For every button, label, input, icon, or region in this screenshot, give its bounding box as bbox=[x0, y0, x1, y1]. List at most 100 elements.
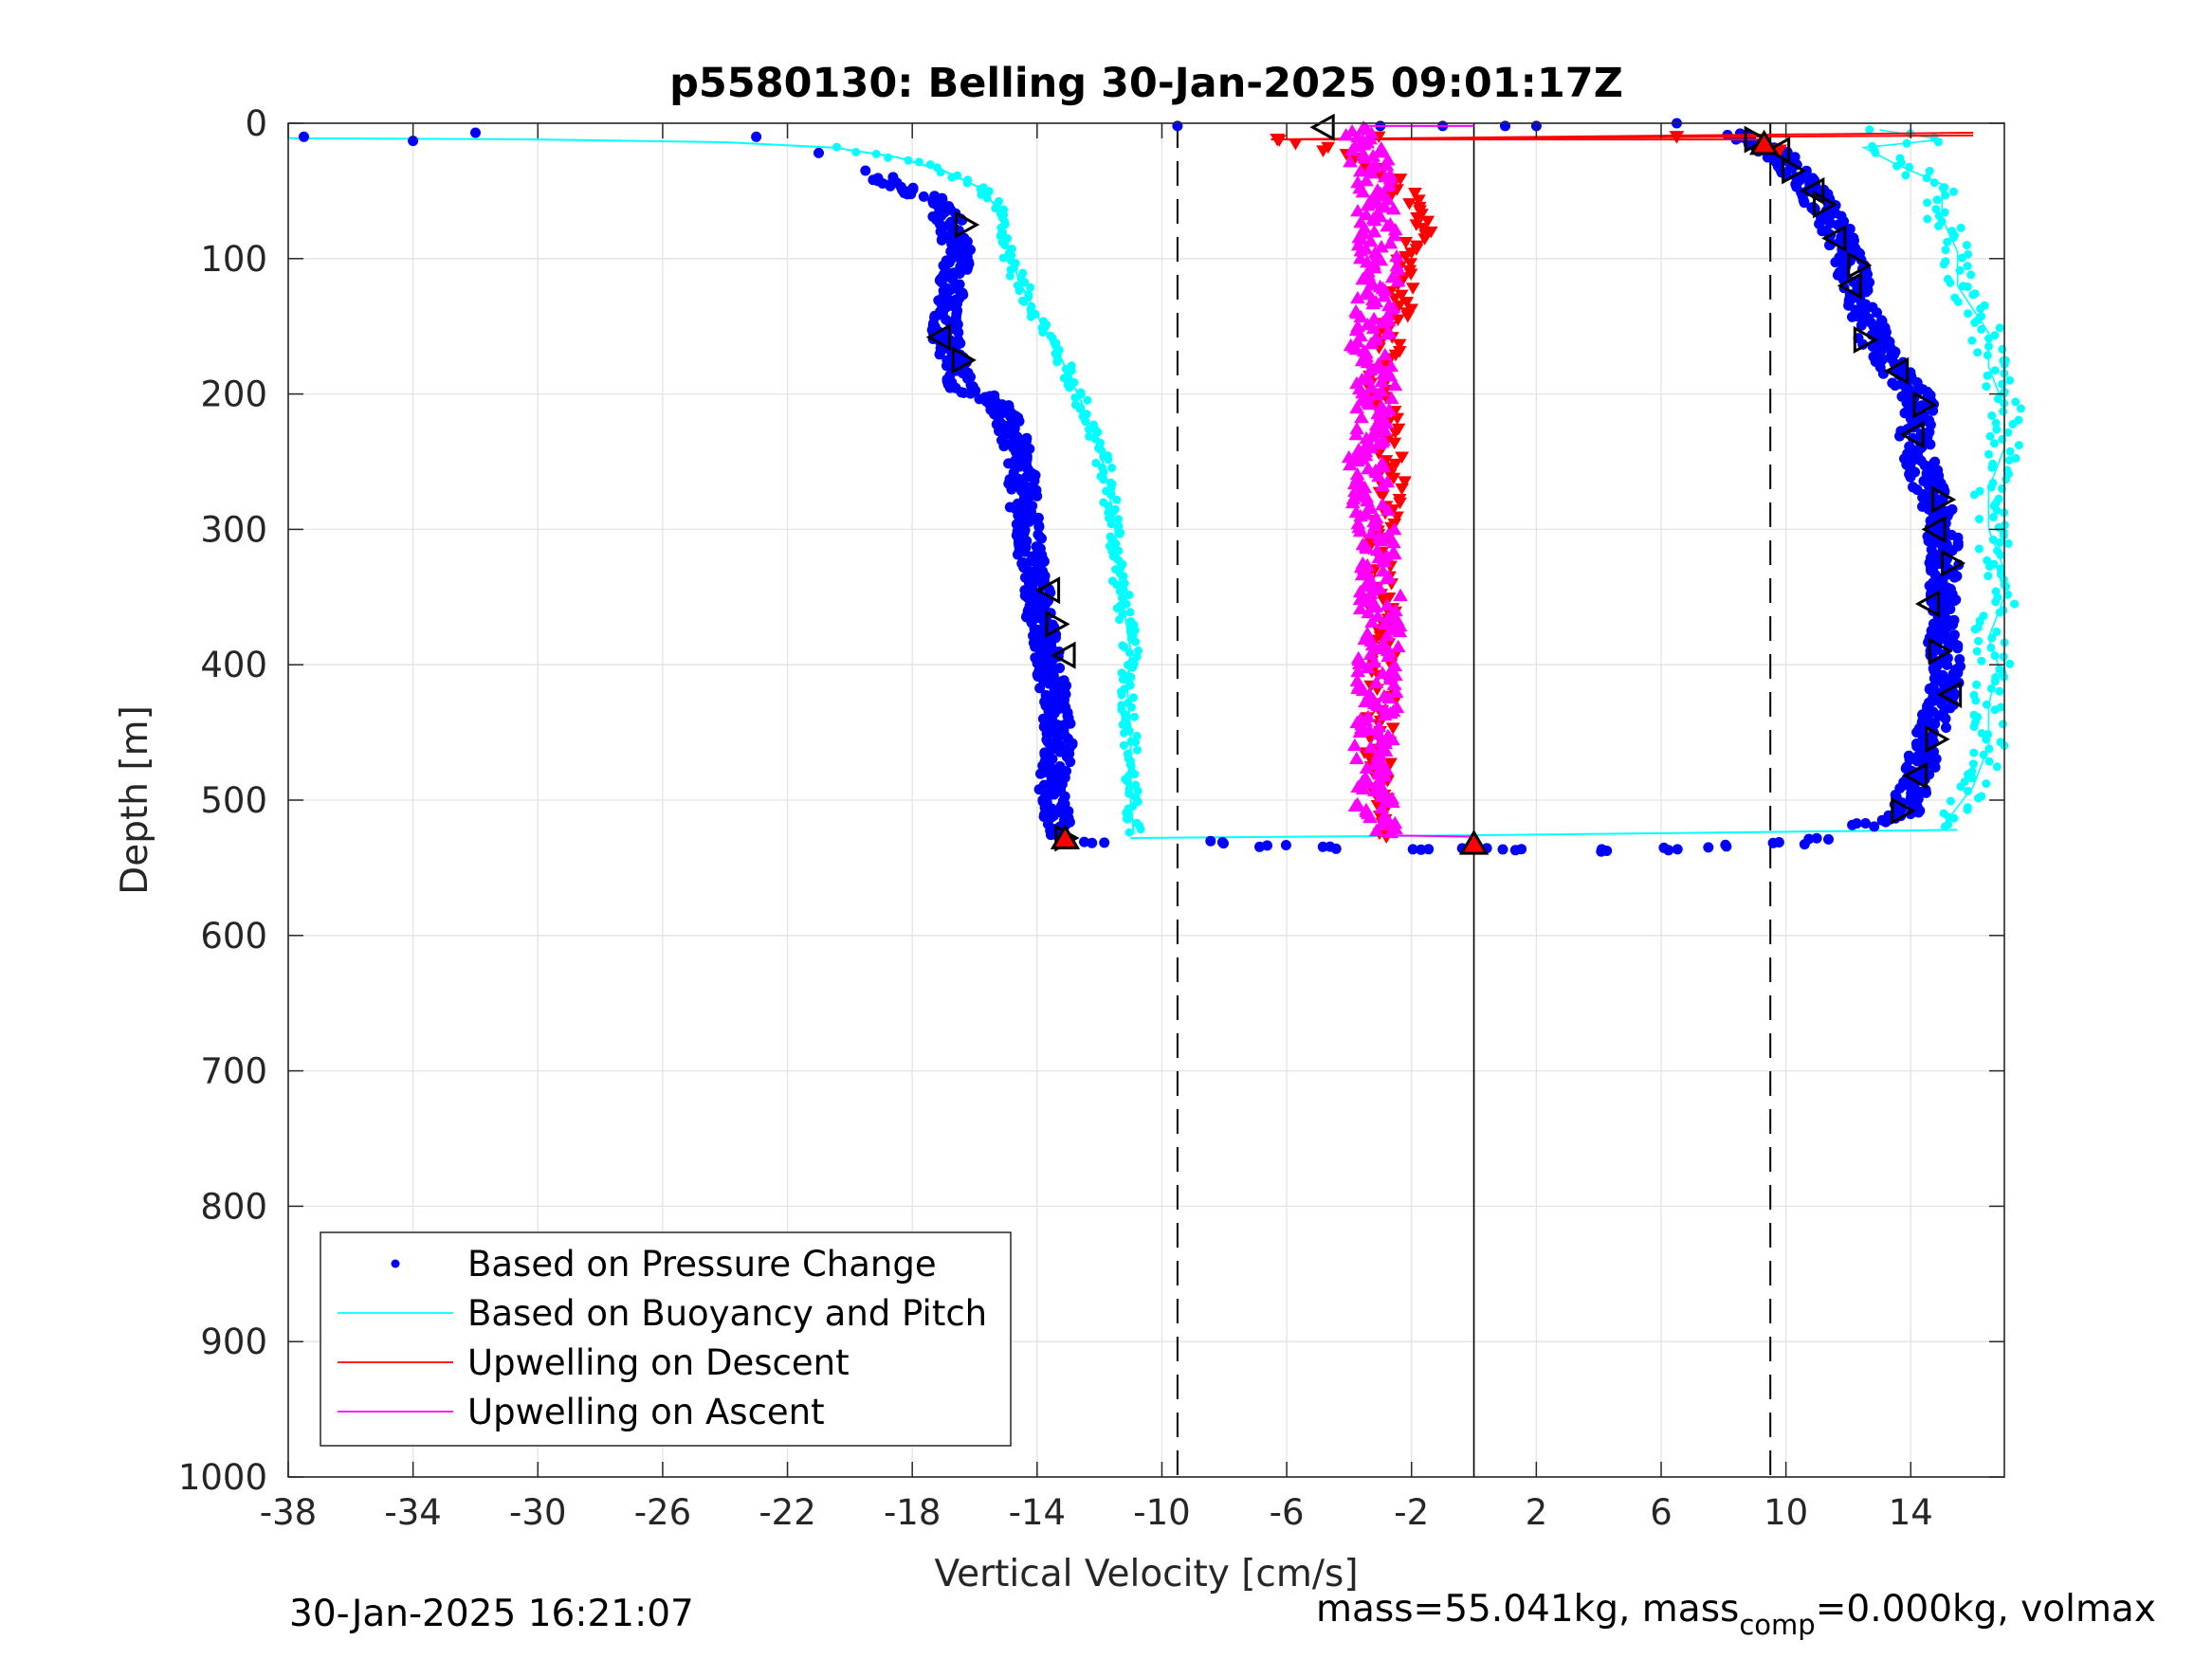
buoyancy-climb-point bbox=[1975, 515, 1983, 523]
y-tick-label: 1000 bbox=[178, 1457, 267, 1498]
buoyancy-dive-point bbox=[1124, 789, 1134, 798]
x-tick-label: -26 bbox=[634, 1492, 691, 1533]
x-tick-label: 2 bbox=[1526, 1492, 1548, 1533]
ascent-upwelling-point bbox=[1362, 722, 1378, 737]
buoyancy-climb-point bbox=[1941, 246, 1950, 255]
ascent-upwelling-point bbox=[1363, 165, 1380, 179]
descent-upwelling-point bbox=[1403, 258, 1418, 270]
pressure-dive-point bbox=[1033, 784, 1045, 795]
climb-turn-marker bbox=[1931, 485, 1957, 514]
pressure-bottom-point bbox=[1205, 835, 1216, 847]
dive-turn-marker bbox=[1034, 576, 1061, 605]
ascent-upwelling-point bbox=[1368, 823, 1384, 837]
buoyancy-dive-point bbox=[1075, 404, 1085, 413]
plot-area bbox=[287, 113, 2025, 857]
x-tick-label: -34 bbox=[384, 1492, 441, 1533]
legend-label-pressure: Based on Pressure Change bbox=[467, 1244, 937, 1285]
ascent-upwelling-point bbox=[1357, 150, 1373, 164]
ascent-upwelling-point bbox=[1352, 601, 1368, 615]
pressure-bottom-point bbox=[1720, 839, 1731, 850]
pressure-climb-point bbox=[1921, 787, 1931, 798]
descent-upwelling-point bbox=[1417, 233, 1433, 246]
ascent-upwelling-point bbox=[1377, 347, 1393, 361]
climb-turn-marker bbox=[1853, 325, 1878, 355]
x-tick-label: 14 bbox=[1889, 1492, 1933, 1533]
descent-upwelling-point bbox=[1395, 451, 1410, 464]
pressure-dive-point bbox=[1006, 483, 1017, 495]
pressure-dive-point bbox=[1022, 592, 1033, 604]
footer-timestamp: 30-Jan-2025 16:21:07 bbox=[289, 1593, 694, 1635]
buoyancy-dive-point bbox=[1114, 546, 1124, 556]
pressure-climb-point bbox=[1905, 471, 1916, 483]
x-tick-label: -14 bbox=[1009, 1492, 1066, 1533]
ascent-upwelling-point bbox=[1382, 235, 1398, 249]
buoyancy-climb-point bbox=[2010, 599, 2020, 609]
buoyancy-dive-point bbox=[1128, 663, 1138, 672]
buoyancy-climb-point bbox=[1932, 195, 1942, 205]
ascent-upwelling-point bbox=[1362, 396, 1378, 410]
buoyancy-climb-point bbox=[1964, 309, 1973, 319]
descent-upwelling-point bbox=[1400, 310, 1416, 323]
ascent-upwelling-point bbox=[1355, 271, 1371, 285]
axis-ticks: -38 -34 -30 -26 -22 -18 -14 -10 -6 -2 2 6 10 14010020… bbox=[178, 103, 2004, 1533]
x-tick-label: 10 bbox=[1764, 1492, 1808, 1533]
buoyancy-dive-point bbox=[1000, 241, 1010, 249]
pressure-bottom-point bbox=[1773, 837, 1784, 848]
descent-upwelling-point bbox=[1388, 427, 1403, 439]
pressure-climb-point bbox=[1860, 818, 1872, 829]
pressure-bottom-point bbox=[1416, 844, 1427, 855]
climb-turn-marker bbox=[1891, 796, 1916, 825]
buoyancy-dive-point bbox=[1112, 604, 1122, 613]
ascent-upwelling-point bbox=[1375, 665, 1391, 680]
pressure-dive-point bbox=[1034, 683, 1046, 694]
pressure-bottom-point bbox=[1079, 836, 1089, 848]
ascent-upwelling-point bbox=[1359, 207, 1374, 221]
pressure-climb-point bbox=[1945, 604, 1956, 614]
ascent-bottom-line bbox=[1380, 834, 1474, 838]
buoyancy-dive-point bbox=[991, 204, 1000, 213]
buoyancy-dive-point bbox=[1093, 428, 1103, 437]
ascent-upwelling-point bbox=[1355, 184, 1371, 198]
buoyancy-dive-point bbox=[1124, 828, 1134, 837]
ascent-upwelling-point bbox=[1355, 781, 1371, 795]
descent-upwelling-point bbox=[1387, 293, 1402, 305]
buoyancy-climb-point bbox=[1925, 166, 1934, 175]
ascent-upwelling-point bbox=[1380, 178, 1396, 192]
x-tick-label: -10 bbox=[1133, 1492, 1190, 1533]
buoyancy-climb-point bbox=[1943, 237, 1952, 246]
buoyancy-climb-point bbox=[1976, 304, 1985, 313]
y-tick-label: 700 bbox=[200, 1051, 267, 1092]
buoyancy-climb-point bbox=[1940, 822, 1949, 831]
buoyancy-climb-point bbox=[1989, 513, 1998, 521]
ascent-upwelling-point bbox=[1368, 599, 1384, 613]
buoyancy-climb-point bbox=[2003, 590, 2012, 599]
buoyancy-climb-point bbox=[1977, 324, 1986, 334]
y-tick-label: 600 bbox=[200, 916, 267, 957]
buoyancy-climb-point bbox=[1941, 191, 1950, 200]
buoyancy-climb-point bbox=[1991, 597, 2001, 607]
buoyancy-dive-point bbox=[1106, 490, 1116, 500]
buoyancy-climb-point bbox=[1999, 407, 2008, 416]
red-turn-marker bbox=[1050, 824, 1081, 849]
pressure-climb-point bbox=[1948, 572, 1960, 583]
buoyancy-climb-point bbox=[1931, 205, 1941, 214]
buoyancy-dive-point bbox=[1114, 515, 1123, 524]
buoyancy-climb-point bbox=[1990, 705, 2000, 715]
ascent-upwelling-point bbox=[1377, 288, 1392, 302]
buoyancy-dive-point bbox=[884, 153, 893, 162]
buoyancy-climb-point bbox=[1972, 680, 1982, 689]
ascent-upwelling-point bbox=[1381, 690, 1398, 704]
buoyancy-climb-point bbox=[1949, 813, 1959, 823]
buoyancy-dive-point bbox=[1115, 587, 1124, 596]
pressure-bottom-point bbox=[1216, 837, 1228, 848]
ascent-upwelling-point bbox=[1362, 233, 1379, 247]
buoyancy-dive-point bbox=[962, 178, 972, 188]
ascent-upwelling-point bbox=[1368, 675, 1384, 689]
buoyancy-climb-point bbox=[1923, 214, 1932, 224]
buoyancy-dive-point bbox=[925, 160, 935, 170]
dive-turn-marker bbox=[1051, 641, 1076, 669]
pressure-dive-point bbox=[1032, 490, 1043, 501]
buoyancy-dive-point bbox=[851, 147, 861, 156]
ascent-upwelling-point bbox=[1380, 648, 1397, 663]
ascent-upwelling-point bbox=[1343, 457, 1358, 471]
